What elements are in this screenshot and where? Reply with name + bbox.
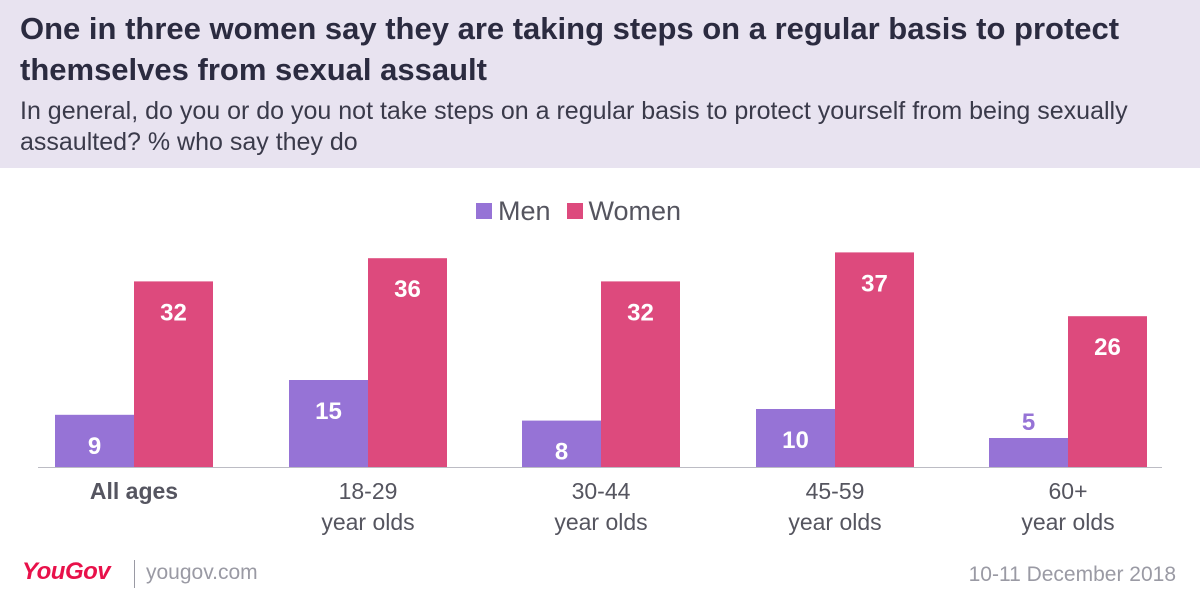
footer-divider [134,560,135,588]
data-label-men-1: 15 [315,398,342,425]
category-label-4-line-0: 60+ [1048,478,1087,504]
data-label-men-3: 10 [782,427,809,454]
category-label-3-line-0: 45-59 [806,478,865,504]
category-label-1-line-0: 18-29 [339,478,398,504]
yougov-logo: YouGov [22,558,111,585]
legend-label-women: Women [588,195,682,226]
legend-item-women: Women [566,195,682,227]
data-label-men-4: 5 [1022,409,1035,436]
data-label-women-2: 32 [627,299,654,326]
category-label-2-line-1: year olds [554,509,647,535]
category-label-3-line-1: year olds [788,509,881,535]
legend-item-men: Men [476,196,551,227]
bar-men-4 [989,438,1068,467]
legend-label-men: Men [498,195,551,226]
data-label-women-4: 26 [1094,334,1121,361]
header-banner: One in three women say they are taking s… [0,0,1200,168]
bar-men-0 [55,414,134,467]
bar-women-0 [134,281,213,467]
category-label-2-line-0: 30-44 [572,478,631,504]
bar-women-3 [835,252,914,467]
legend-swatch-men [476,203,492,219]
bar-women-4 [1068,316,1147,467]
legend: Men Women [476,194,697,228]
category-label-4-line-1: year olds [1021,509,1114,535]
category-label-0-line-0: All ages [90,478,178,504]
bar-men-3 [756,409,835,467]
bar-men-1 [289,380,368,467]
bar-women-2 [601,281,680,467]
footer-date: 10-11 December 2018 [968,563,1176,586]
legend-swatch-women [566,203,583,219]
data-label-men-0: 9 [88,433,101,460]
bar-men-2 [522,420,601,467]
data-label-women-3: 37 [861,270,888,297]
data-label-men-2: 8 [555,439,568,466]
footer-url: yougov.com [146,561,258,584]
chart-subtitle: In general, do you or do you not take st… [20,97,1128,156]
category-label-1-line-1: year olds [321,509,414,535]
data-label-women-1: 36 [394,276,421,303]
data-label-women-0: 32 [160,299,187,326]
chart-title: One in three women say they are taking s… [20,11,1120,87]
bar-women-1 [368,258,447,467]
